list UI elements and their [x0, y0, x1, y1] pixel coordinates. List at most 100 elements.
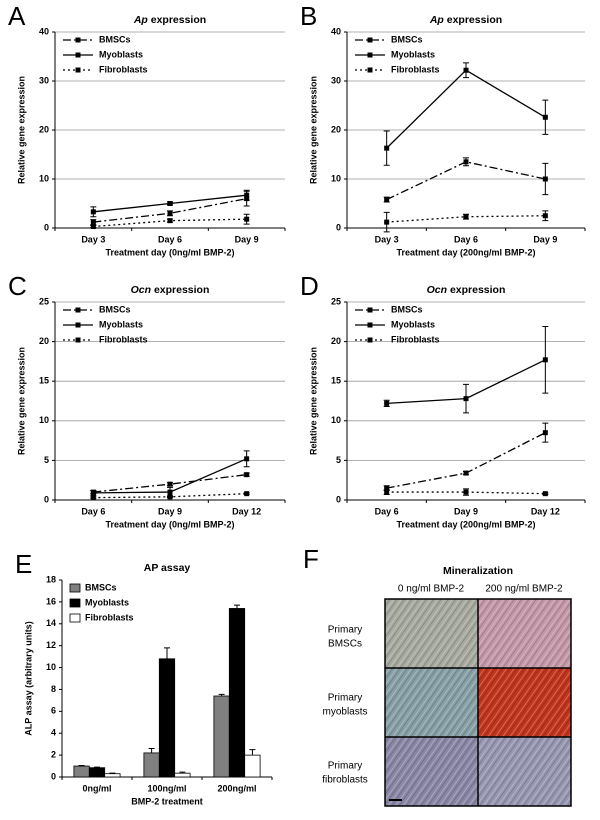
- marker: [167, 494, 173, 500]
- y-tick-label: 20: [39, 124, 49, 134]
- y-tick-label: 12: [46, 640, 56, 650]
- marker: [384, 219, 390, 225]
- y-tick-label: 10: [46, 662, 56, 672]
- x-axis-label: BMP-2 treatment: [131, 796, 203, 806]
- marker: [542, 176, 548, 182]
- x-tick-label: Day 9: [533, 234, 557, 244]
- legend-label: BMSCs: [391, 34, 423, 44]
- title-gene: Ocn: [427, 284, 447, 296]
- y-tick-label: 25: [331, 296, 341, 306]
- marker: [384, 197, 390, 203]
- legend-marker: [367, 322, 373, 328]
- panel-letter: B: [300, 1, 317, 31]
- bar: [88, 767, 106, 778]
- error-bar: [78, 765, 85, 767]
- error-bar: [234, 604, 240, 609]
- legend-marker: [75, 307, 81, 313]
- panel-title: Ocn expression: [131, 284, 210, 296]
- marker: [90, 495, 96, 501]
- marker: [90, 490, 96, 496]
- bar: [73, 765, 90, 778]
- legend-swatch: [69, 583, 81, 593]
- marker: [384, 145, 390, 151]
- series-line: [386, 215, 546, 223]
- panel: B Ap expression 0 10 20 30 40 Day 3 Day 6 Day 9 Tr…: [300, 1, 586, 257]
- y-tick-label: 0: [51, 771, 56, 781]
- legend-swatch: [69, 613, 81, 623]
- panel-title: Ocn expression: [427, 284, 506, 296]
- marker: [90, 224, 96, 230]
- x-tick-label: Day 6: [375, 506, 399, 516]
- x-tick-label: Day 3: [375, 234, 399, 244]
- legend-marker: [367, 52, 373, 58]
- title-text: expression: [450, 284, 505, 296]
- y-tick-label: 10: [331, 415, 341, 425]
- marker: [384, 485, 390, 491]
- column-label: 200 ng/ml BMP-2: [485, 584, 563, 595]
- legend-label: Fibroblasts: [391, 334, 440, 344]
- legend-label: Myoblasts: [391, 319, 435, 329]
- error-bar: [148, 748, 155, 753]
- y-tick-label: 20: [331, 336, 341, 346]
- marker: [463, 67, 469, 73]
- marker: [542, 491, 548, 497]
- panel: D Ocn expression 0 5 10 15 20 25 Day 6 Day 9 Day 1…: [300, 271, 586, 529]
- legend-marker: [367, 67, 373, 73]
- legend-label: Fibroblasts: [391, 64, 440, 74]
- panel-title: Ap expression: [133, 14, 206, 26]
- y-tick-label: 25: [39, 296, 49, 306]
- panel: E AP assay 0 2 4 6 8 10 12 14 16 18 0ng/ml 100ng/ml 20…: [15, 549, 273, 806]
- panel-letter: F: [303, 544, 319, 574]
- marker: [384, 400, 390, 406]
- x-axis-label: Treatment day (200ng/ml BMP-2): [396, 519, 535, 529]
- row-label: fibroblasts: [322, 775, 368, 786]
- marker: [167, 218, 173, 224]
- title-gene: Ocn: [131, 284, 151, 296]
- marker: [244, 216, 250, 222]
- error-bar: [218, 693, 225, 697]
- marker: [463, 396, 469, 402]
- legend-label: Fibroblasts: [85, 612, 134, 622]
- legend-label: BMSCs: [85, 582, 117, 592]
- y-tick-label: 20: [331, 124, 341, 134]
- y-axis-label: Relative gene expression: [16, 76, 26, 184]
- marker: [244, 491, 250, 497]
- title-gene: Ap: [429, 14, 445, 26]
- y-tick-label: 5: [44, 455, 49, 465]
- y-tick-label: 16: [46, 596, 56, 606]
- marker: [542, 357, 548, 363]
- x-tick-label: Day 6: [454, 234, 478, 244]
- legend-marker: [75, 52, 81, 58]
- y-tick-label: 30: [39, 75, 49, 85]
- bar: [228, 608, 246, 778]
- legend-label: BMSCs: [99, 304, 131, 314]
- y-tick-label: 18: [46, 574, 56, 584]
- marker: [463, 214, 469, 220]
- panel-letter: D: [300, 271, 319, 301]
- legend-marker: [367, 307, 373, 313]
- bar: [158, 658, 176, 778]
- x-tick-label: 0ng/ml: [82, 783, 111, 793]
- row-label: Primary: [328, 761, 362, 772]
- y-axis-label: ALP assay (arbitrary units): [23, 621, 33, 735]
- title-text: expression: [151, 14, 206, 26]
- x-tick-label: Day 9: [235, 234, 259, 244]
- bar: [104, 773, 121, 778]
- row-label: Primary: [328, 625, 362, 636]
- error-bar: [164, 647, 170, 659]
- grid-frame: [384, 598, 572, 807]
- marker: [244, 472, 250, 478]
- y-tick-label: 4: [51, 728, 56, 738]
- legend-label: Myoblasts: [99, 319, 143, 329]
- legend-marker: [367, 337, 373, 343]
- bar: [143, 752, 160, 778]
- marker: [463, 470, 469, 476]
- y-axis-label: Relative gene expression: [16, 347, 26, 455]
- marker: [167, 481, 173, 487]
- bar: [174, 772, 191, 778]
- y-tick-label: 15: [39, 376, 49, 386]
- y-tick-label: 40: [39, 26, 49, 36]
- legend-label: Fibroblasts: [99, 64, 148, 74]
- bar: [213, 695, 230, 778]
